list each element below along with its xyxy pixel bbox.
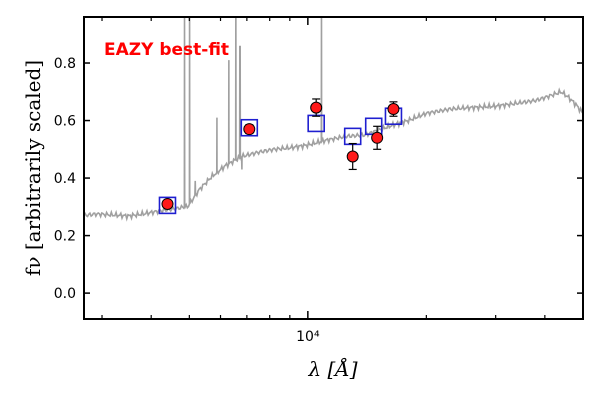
- y-axis-label: fν [arbitrarily scaled]: [21, 60, 45, 276]
- plot-frame: [83, 16, 584, 320]
- model-flux-box: [240, 118, 259, 137]
- plot-area: [84, 17, 583, 222]
- observed-flux-point: [346, 150, 359, 163]
- x-tick-label: 10⁴: [296, 329, 320, 345]
- y-tick-label: 0.0: [54, 286, 76, 302]
- y-tick-label: 0.6: [54, 114, 76, 130]
- observed-flux-point: [310, 101, 323, 114]
- observed-flux-point: [243, 123, 256, 136]
- model-flux-box: [158, 196, 177, 215]
- observed-flux-point: [371, 131, 384, 144]
- observed-flux-point: [161, 197, 174, 210]
- observed-flux-point: [387, 103, 400, 116]
- plot-contents: [84, 17, 583, 222]
- axes: 0.0 0.2 0.4 0.6 0.8 10⁴: [54, 17, 583, 345]
- y-tick-label: 0.4: [54, 171, 76, 187]
- y-tick-label: 0.8: [54, 56, 76, 72]
- template-spectrum-line: [84, 17, 583, 222]
- annotation-label: EAZY best-fit: [104, 40, 229, 60]
- x-axis-label: λ [Å]: [307, 356, 357, 381]
- y-tick-label: 0.2: [54, 229, 76, 245]
